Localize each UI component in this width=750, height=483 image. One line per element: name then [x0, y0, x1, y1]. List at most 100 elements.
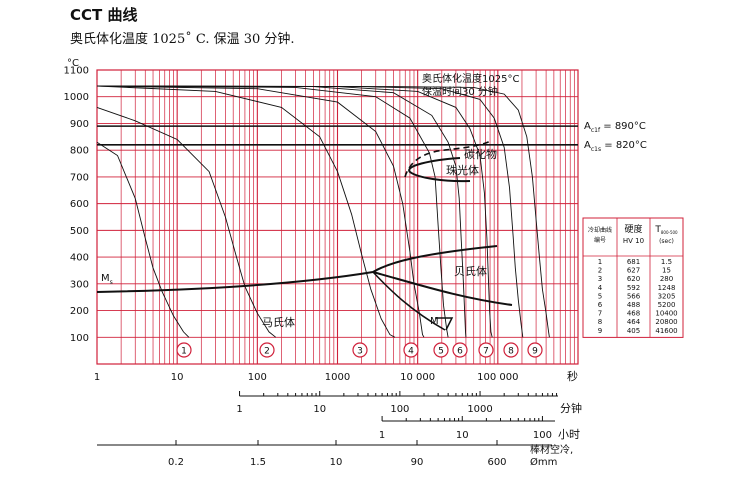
- cooling-curve-5: [96, 85, 449, 338]
- x-tick-bar: 10: [330, 457, 343, 468]
- x-tick-minutes: 100: [390, 404, 409, 415]
- annotation-text: 保温时间30 分钟: [422, 85, 498, 98]
- cooling-curve-9: [96, 85, 550, 338]
- table-cell: 468: [627, 310, 640, 318]
- x-unit-bar: 棒材空冷,: [530, 443, 573, 456]
- region-label: 珠光体: [446, 163, 479, 177]
- y-tick-label: 500: [70, 226, 89, 237]
- table-cell: 41600: [655, 327, 677, 335]
- chart-subtitle: 奥氏体化温度 1025˚ C. 保温 30 分钟.: [70, 32, 295, 47]
- chart-title: CCT 曲线: [70, 6, 138, 24]
- table-cell: 592: [627, 284, 640, 292]
- curve-number-label: 1: [181, 347, 187, 357]
- region-label: 马氏体: [262, 315, 295, 329]
- curve-number-label: 7: [483, 347, 489, 357]
- grid: [96, 69, 579, 365]
- curve-number-label: 6: [457, 347, 463, 357]
- x-unit-bar: Ømm: [530, 456, 557, 468]
- curve-number-circle: [403, 342, 419, 358]
- x-tick-minutes: 1000: [467, 404, 492, 415]
- cooling-curve-1: [96, 141, 190, 338]
- x-unit-minutes: 分钟: [560, 401, 582, 415]
- mf-tip: [435, 317, 454, 331]
- bainite-finish-line: [372, 271, 513, 306]
- y-tick-label: 600: [70, 199, 89, 210]
- curve-number-circle: [478, 342, 494, 358]
- table-cell: 1248: [658, 284, 676, 292]
- cooling-curve-6: [96, 85, 467, 338]
- cooling-curve-2: [96, 106, 277, 338]
- table-cell: 681: [627, 258, 640, 266]
- curve-number-label: 5: [438, 347, 444, 357]
- curve-number-label: 8: [508, 347, 514, 357]
- y-axis-label: °C: [67, 58, 79, 69]
- table-cell: 280: [660, 275, 673, 283]
- annotation-text: 奥氏体化温度1025°C: [422, 72, 519, 85]
- ms-label: Ms: [101, 273, 113, 286]
- curve-number-label: 3: [357, 347, 363, 357]
- table-cell: 10400: [655, 310, 677, 318]
- ms-line: [96, 271, 374, 293]
- curve-number-label: 9: [532, 347, 538, 357]
- curve-number-label: 2: [264, 347, 270, 357]
- carbide-line: [404, 139, 493, 178]
- table-cell: 4: [598, 284, 603, 292]
- table-header: T800-500: [654, 225, 678, 235]
- bainite-start-line: [372, 245, 498, 273]
- y-tick-label: 900: [70, 119, 89, 130]
- x-tick-hours: 10: [456, 430, 469, 441]
- mf-label: M: [430, 316, 439, 327]
- x-tick-bar: 600: [487, 457, 506, 468]
- cooling-curve-7: [96, 85, 493, 338]
- curve-number-circle: [527, 342, 543, 358]
- y-tick-label: 800: [70, 146, 89, 157]
- y-tick-label: 1100: [64, 66, 89, 77]
- y-tick-label: 100: [70, 333, 89, 344]
- x-tick-hours: 100: [533, 430, 552, 441]
- table-cell: 3205: [658, 292, 676, 300]
- table-header: HV 10: [623, 237, 644, 245]
- x-unit-hours: 小时: [558, 428, 580, 441]
- table-cell: 6: [598, 301, 603, 309]
- x-tick-seconds: 100 000: [477, 372, 518, 383]
- cooling-curve-8: [96, 85, 524, 338]
- curve-number-circle: [352, 342, 368, 358]
- table-header: 硬度: [624, 223, 642, 235]
- table-header: 冷却曲线: [588, 226, 612, 234]
- y-tick-label: 200: [70, 306, 89, 317]
- table-cell: 1: [598, 258, 602, 266]
- y-tick-label: 1000: [64, 92, 89, 103]
- table-cell: 3: [598, 275, 602, 283]
- x-tick-bar: 90: [411, 457, 424, 468]
- curve-number-circle: [452, 342, 468, 358]
- pearlite-curve: [408, 157, 471, 183]
- table-cell: 566: [627, 292, 641, 300]
- reference-label: Ac1f = 890°C: [584, 121, 646, 134]
- table-cell: 15: [662, 267, 671, 275]
- y-tick-label: 300: [70, 279, 89, 290]
- y-tick-label: 400: [70, 253, 89, 264]
- region-label: 贝氏体: [454, 264, 487, 278]
- table-header: 编号: [594, 236, 606, 244]
- curve-number-circle: [176, 342, 192, 358]
- table-cell: 464: [627, 318, 641, 326]
- curve-number-circle: [433, 342, 449, 358]
- table-cell: 7: [598, 310, 602, 318]
- table-cell: 9: [598, 327, 602, 335]
- x-tick-seconds: 1000: [325, 372, 350, 383]
- x-tick-seconds: 10: [171, 372, 184, 383]
- table-cell: 488: [627, 301, 640, 309]
- x-tick-bar: 1.5: [250, 457, 266, 468]
- region-label: 碳化物: [464, 147, 497, 161]
- table-cell: 627: [627, 267, 640, 275]
- table-cell: 1.5: [661, 258, 672, 266]
- x-unit-seconds: 秒: [567, 369, 578, 383]
- table-cell: 8: [598, 318, 602, 326]
- table-cell: 620: [627, 275, 640, 283]
- mf-line: [372, 271, 446, 331]
- curve-number-circle: [259, 342, 275, 358]
- y-tick-label: 700: [70, 172, 89, 183]
- table-header: (sec): [659, 238, 674, 245]
- cooling-curve-4: [96, 85, 425, 338]
